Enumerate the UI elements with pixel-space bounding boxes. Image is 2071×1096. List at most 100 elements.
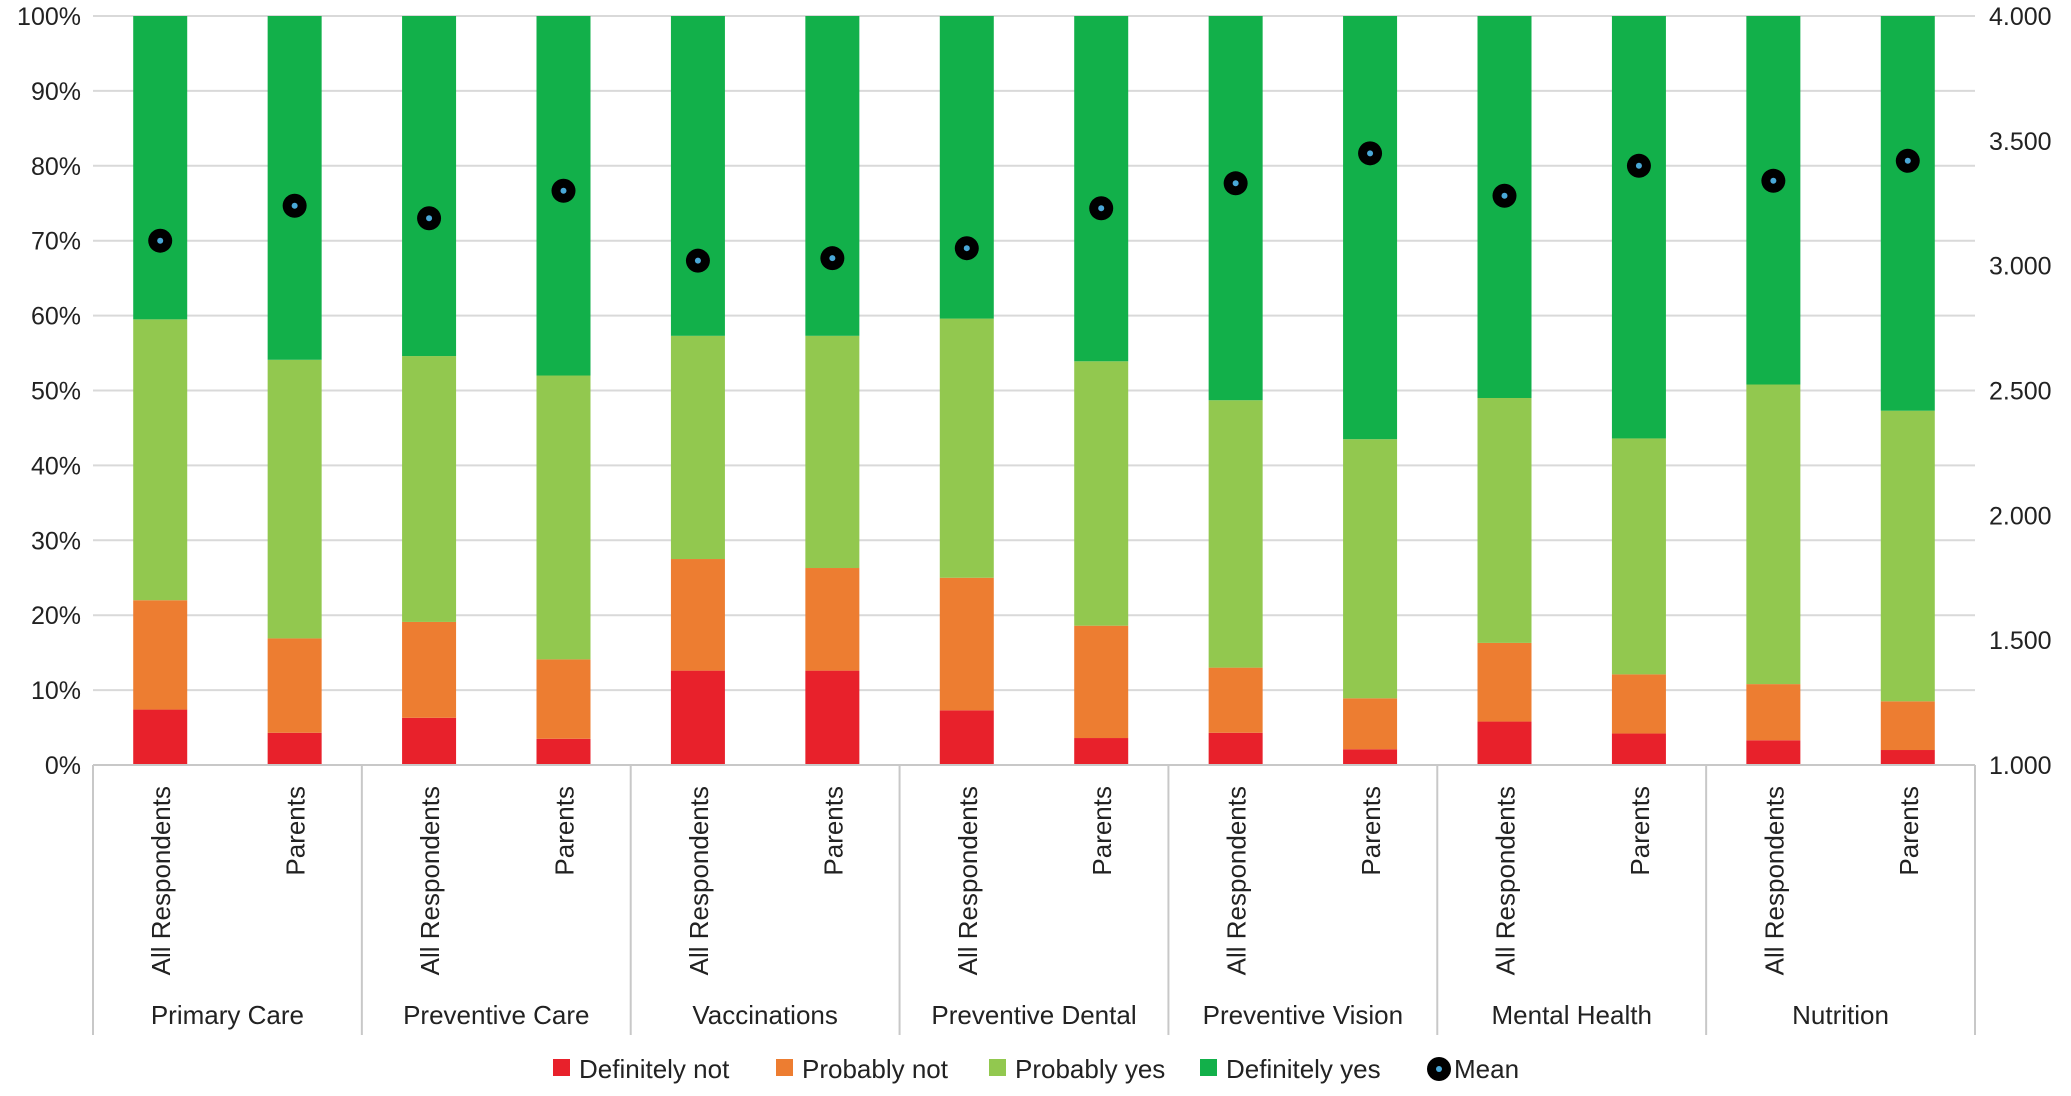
bar-segment-definitely-yes [1880, 16, 1935, 411]
bar-segment-definitely-yes [939, 16, 994, 319]
y-left-tick-label: 70% [31, 228, 81, 256]
bar-segment-definitely-yes [1343, 16, 1398, 440]
bar-segment-definitely-yes [1746, 16, 1801, 385]
mean-marker [685, 248, 710, 273]
gridlines [93, 15, 1975, 692]
y-left-tick-label: 80% [31, 153, 81, 181]
legend-swatch [776, 1059, 793, 1076]
bar-segment-probably-not [1074, 625, 1129, 739]
bar-segment-definitely-not [1074, 738, 1129, 765]
axes: 0% 10% 20% 30% 40% 50% 60% 70% 80% 90% 100% 1.000 1.… [17, 3, 2052, 1035]
bar-segment-definitely-not [805, 670, 860, 765]
bar-segment-probably-yes [1208, 400, 1263, 668]
y-left-tick-label: 0% [45, 752, 81, 780]
legend-swatch [1200, 1059, 1217, 1076]
y-left-tick-label: 20% [31, 602, 81, 630]
mean-marker [1089, 196, 1114, 221]
bar-segment-probably-not [805, 568, 860, 671]
group-label: Preventive Vision [1203, 1000, 1403, 1030]
y-right-tick-label: 3.500 [1989, 128, 2052, 156]
subcategory-label: All Respondents [146, 786, 176, 975]
subcategory-label: All Respondents [953, 786, 983, 975]
bar-segment-probably-not [1611, 674, 1666, 734]
bar-segment-probably-not [1208, 667, 1263, 733]
group-label: Mental Health [1492, 1000, 1652, 1030]
y-right-tick-label: 1.000 [1989, 752, 2052, 780]
bar-segment-probably-yes [267, 359, 322, 639]
legend-item-probably-not: Probably not [776, 1054, 949, 1084]
mean-marker [1223, 171, 1248, 196]
y-left-tick-label: 50% [31, 378, 81, 406]
mean-marker [1895, 148, 1920, 173]
bar-segment-definitely-not [402, 717, 457, 765]
y-left-tick-label: 90% [31, 78, 81, 106]
mean-marker [417, 206, 442, 231]
legend-item-definitely-yes: Definitely yes [1200, 1054, 1381, 1084]
group-label: Primary Care [151, 1000, 304, 1030]
subcategory-label: Parents [1087, 786, 1117, 876]
bar-segment-definitely-yes [267, 16, 322, 360]
bar-segment-probably-yes [402, 356, 457, 622]
legend-label: Probably not [802, 1054, 949, 1084]
bar-segment-definitely-not [1880, 750, 1935, 765]
legend-label: Definitely not [579, 1054, 730, 1084]
bar-segment-probably-not [670, 559, 725, 671]
bar-segment-definitely-not [536, 738, 591, 765]
mean-marker [1358, 141, 1383, 166]
legend-item-probably-yes: Probably yes [989, 1054, 1165, 1084]
bar-segment-probably-yes [805, 335, 860, 569]
legend: Definitely not Probably not Probably yes De… [553, 1054, 1519, 1084]
mean-marker [551, 178, 576, 203]
group-label: Preventive Dental [931, 1000, 1136, 1030]
bar-segment-probably-yes [1074, 361, 1129, 626]
y-right-tick-label: 1.500 [1989, 627, 2052, 655]
bar-segment-probably-not [939, 577, 994, 711]
mean-marker [1761, 168, 1786, 193]
bar-segment-probably-yes [1746, 384, 1801, 685]
y-right-tick-label: 4.000 [1989, 3, 2052, 31]
legend-swatch [553, 1059, 570, 1076]
group-label: Nutrition [1792, 1000, 1889, 1030]
mean-marker [1492, 183, 1517, 208]
bar-segment-probably-yes [670, 335, 725, 560]
subcategory-label: All Respondents [1222, 786, 1252, 975]
legend-item-mean: Mean [1427, 1054, 1519, 1084]
y-right-tick-label: 3.000 [1989, 253, 2052, 281]
group-label: Preventive Care [403, 1000, 589, 1030]
bar-segment-probably-not [536, 659, 591, 739]
y-left-tick-label: 100% [17, 3, 81, 31]
bar-segment-definitely-yes [670, 16, 725, 336]
y-left-tick-label: 30% [31, 527, 81, 555]
y-left-tick-label: 40% [31, 452, 81, 480]
bar-segment-definitely-not [670, 670, 725, 765]
subcategory-label: Parents [1894, 786, 1924, 876]
legend-item-definitely-not: Definitely not [553, 1054, 730, 1084]
legend-label: Mean [1454, 1054, 1519, 1084]
bar-segment-definitely-yes [133, 16, 188, 320]
bar-segment-probably-not [402, 621, 457, 718]
subcategory-label: Parents [818, 786, 848, 876]
mean-markers [148, 141, 1920, 273]
subcategory-label: Parents [550, 786, 580, 876]
legend-swatch [989, 1059, 1006, 1076]
bar-segment-probably-not [1880, 701, 1935, 751]
bar-segment-definitely-not [1208, 732, 1263, 765]
bars [133, 16, 1935, 765]
bar-segment-definitely-not [1477, 721, 1532, 765]
bar-segment-definitely-not [133, 709, 188, 765]
mean-marker [148, 228, 173, 253]
bar-segment-probably-yes [1477, 397, 1532, 643]
bar-segment-definitely-not [1746, 740, 1801, 765]
group-label: Vaccinations [692, 1000, 838, 1030]
mean-marker [282, 193, 307, 218]
bar-segment-definitely-yes [1611, 16, 1666, 439]
y-right-tick-label: 2.000 [1989, 502, 2052, 530]
subcategory-label: All Respondents [684, 786, 714, 975]
bar-segment-definitely-not [267, 732, 322, 765]
bar-segment-probably-not [1477, 642, 1532, 722]
bar-segment-probably-not [1343, 698, 1398, 750]
mean-marker [820, 246, 845, 271]
mean-marker [1626, 153, 1651, 178]
bar-segment-definitely-not [1343, 749, 1398, 765]
